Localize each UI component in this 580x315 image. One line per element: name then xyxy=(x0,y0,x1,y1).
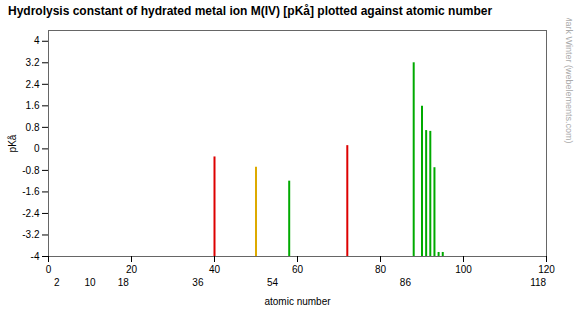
svg-text:pKå: pKå xyxy=(7,134,18,152)
svg-text:-0.8: -0.8 xyxy=(22,165,40,176)
svg-text:atomic number: atomic number xyxy=(264,296,331,307)
svg-text:40: 40 xyxy=(209,264,221,275)
svg-text:36: 36 xyxy=(192,277,204,288)
svg-text:-1.6: -1.6 xyxy=(22,186,40,197)
svg-text:100: 100 xyxy=(455,264,472,275)
svg-text:-2.4: -2.4 xyxy=(22,208,40,219)
svg-text:18: 18 xyxy=(118,277,130,288)
svg-text:0.8: 0.8 xyxy=(26,122,40,133)
svg-text:-3.2: -3.2 xyxy=(22,229,40,240)
svg-text:0: 0 xyxy=(34,143,40,154)
svg-text:60: 60 xyxy=(292,264,304,275)
svg-text:3.2: 3.2 xyxy=(26,57,40,68)
svg-text:-4: -4 xyxy=(31,251,40,262)
svg-text:10: 10 xyxy=(84,277,96,288)
svg-text:54: 54 xyxy=(267,277,279,288)
svg-text:20: 20 xyxy=(126,264,138,275)
svg-text:0: 0 xyxy=(46,264,52,275)
svg-text:4: 4 xyxy=(34,35,40,46)
svg-text:2.4: 2.4 xyxy=(26,79,40,90)
svg-text:1.6: 1.6 xyxy=(26,100,40,111)
html-text:Hydrolysis constant of hydrate: Hydrolysis constant of hydrated metal io… xyxy=(8,4,493,18)
svg-text:2: 2 xyxy=(54,277,60,288)
svg-text:120: 120 xyxy=(538,264,555,275)
svg-text:80: 80 xyxy=(375,264,387,275)
svg-text:118: 118 xyxy=(530,277,546,288)
svg-text:86: 86 xyxy=(400,277,412,288)
svg-text:© Mark Winter (webelements.com: © Mark Winter (webelements.com) xyxy=(564,18,574,144)
